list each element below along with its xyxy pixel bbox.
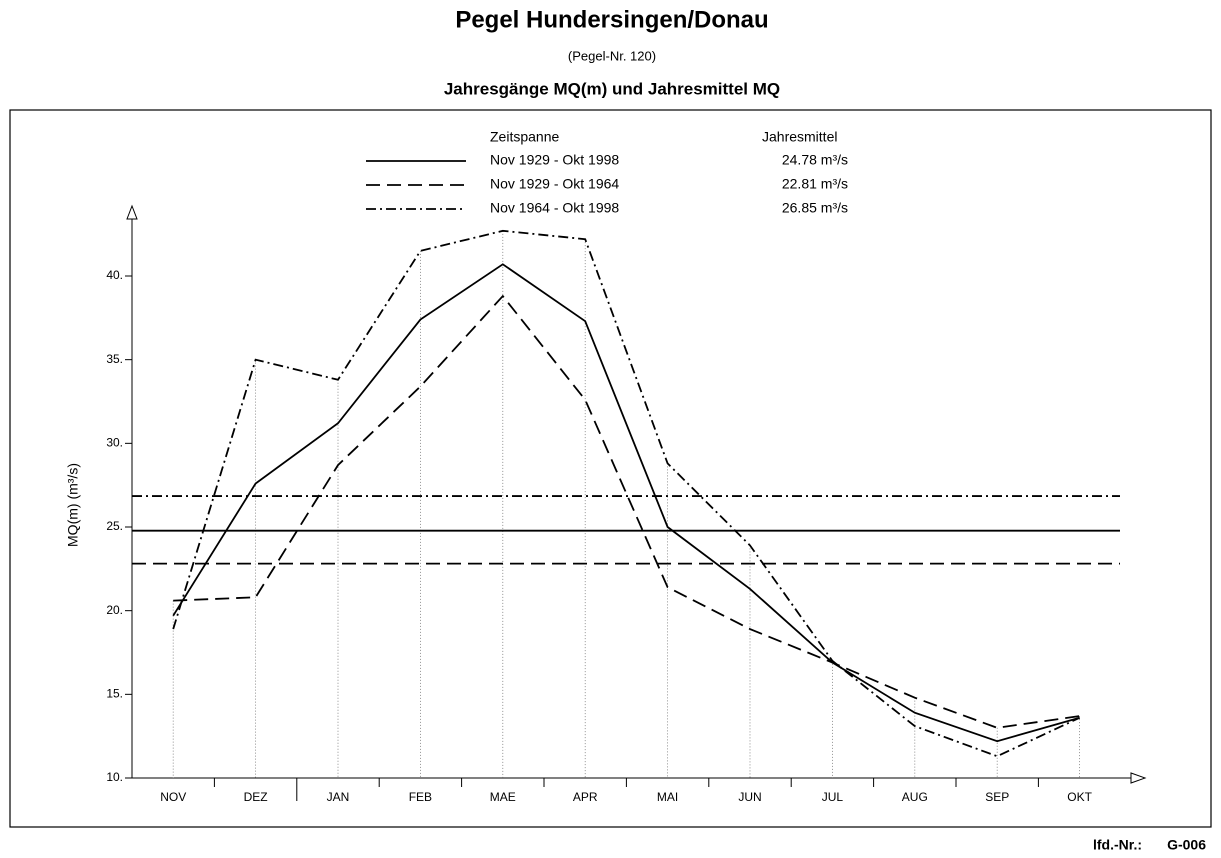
- y-axis-label: MQ(m) (m³/s): [65, 463, 81, 547]
- y-tick-label: 25.: [106, 519, 123, 533]
- chart-heading: Jahresgänge MQ(m) und Jahresmittel MQ: [444, 79, 780, 98]
- y-tick-label: 35.: [106, 352, 123, 366]
- x-axis-arrow: [1130, 772, 1147, 784]
- y-tick-label: 20.: [106, 603, 123, 617]
- chart-title: Pegel Hundersingen/Donau: [455, 6, 768, 33]
- legend-label: Nov 1929 - Okt 1964: [490, 176, 619, 192]
- series-line: [172, 263, 1080, 743]
- x-tick-label: JUL: [822, 790, 844, 804]
- y-tick-label: 10.: [106, 770, 123, 784]
- chart-subtitle: (Pegel-Nr. 120): [568, 48, 656, 63]
- x-tick-label: OKT: [1067, 790, 1092, 804]
- x-tick-label: JUN: [738, 790, 761, 804]
- x-tick-label: SEP: [985, 790, 1009, 804]
- x-tick-label: APR: [573, 790, 598, 804]
- frame: [9, 109, 1212, 828]
- x-tick-label: AUG: [902, 790, 928, 804]
- footer-value: G-006: [1167, 837, 1206, 853]
- y-tick-label: 30.: [106, 436, 123, 450]
- y-tick-label: 15.: [106, 687, 123, 701]
- x-tick-label: NOV: [160, 790, 186, 804]
- legend-label: Nov 1929 - Okt 1998: [490, 152, 619, 168]
- legend-header: Zeitspanne: [490, 129, 559, 145]
- x-tick-label: MAI: [657, 790, 678, 804]
- legend-mean: 24.78 m³/s: [782, 152, 848, 168]
- footer-label: lfd.-Nr.:: [1093, 837, 1142, 853]
- legend-mean: 22.81 m³/s: [782, 176, 848, 192]
- legend-header: Jahresmittel: [762, 129, 837, 145]
- series-line: [173, 294, 1080, 729]
- x-tick-label: MAE: [490, 790, 516, 804]
- legend-label: Nov 1964 - Okt 1998: [490, 200, 619, 216]
- series-line: [172, 229, 1080, 758]
- y-tick-label: 40.: [106, 268, 123, 282]
- legend-mean: 26.85 m³/s: [782, 200, 848, 216]
- x-tick-label: DEZ: [244, 790, 268, 804]
- y-axis-arrow: [126, 204, 138, 220]
- x-tick-label: JAN: [327, 790, 350, 804]
- x-tick-label: FEB: [409, 790, 432, 804]
